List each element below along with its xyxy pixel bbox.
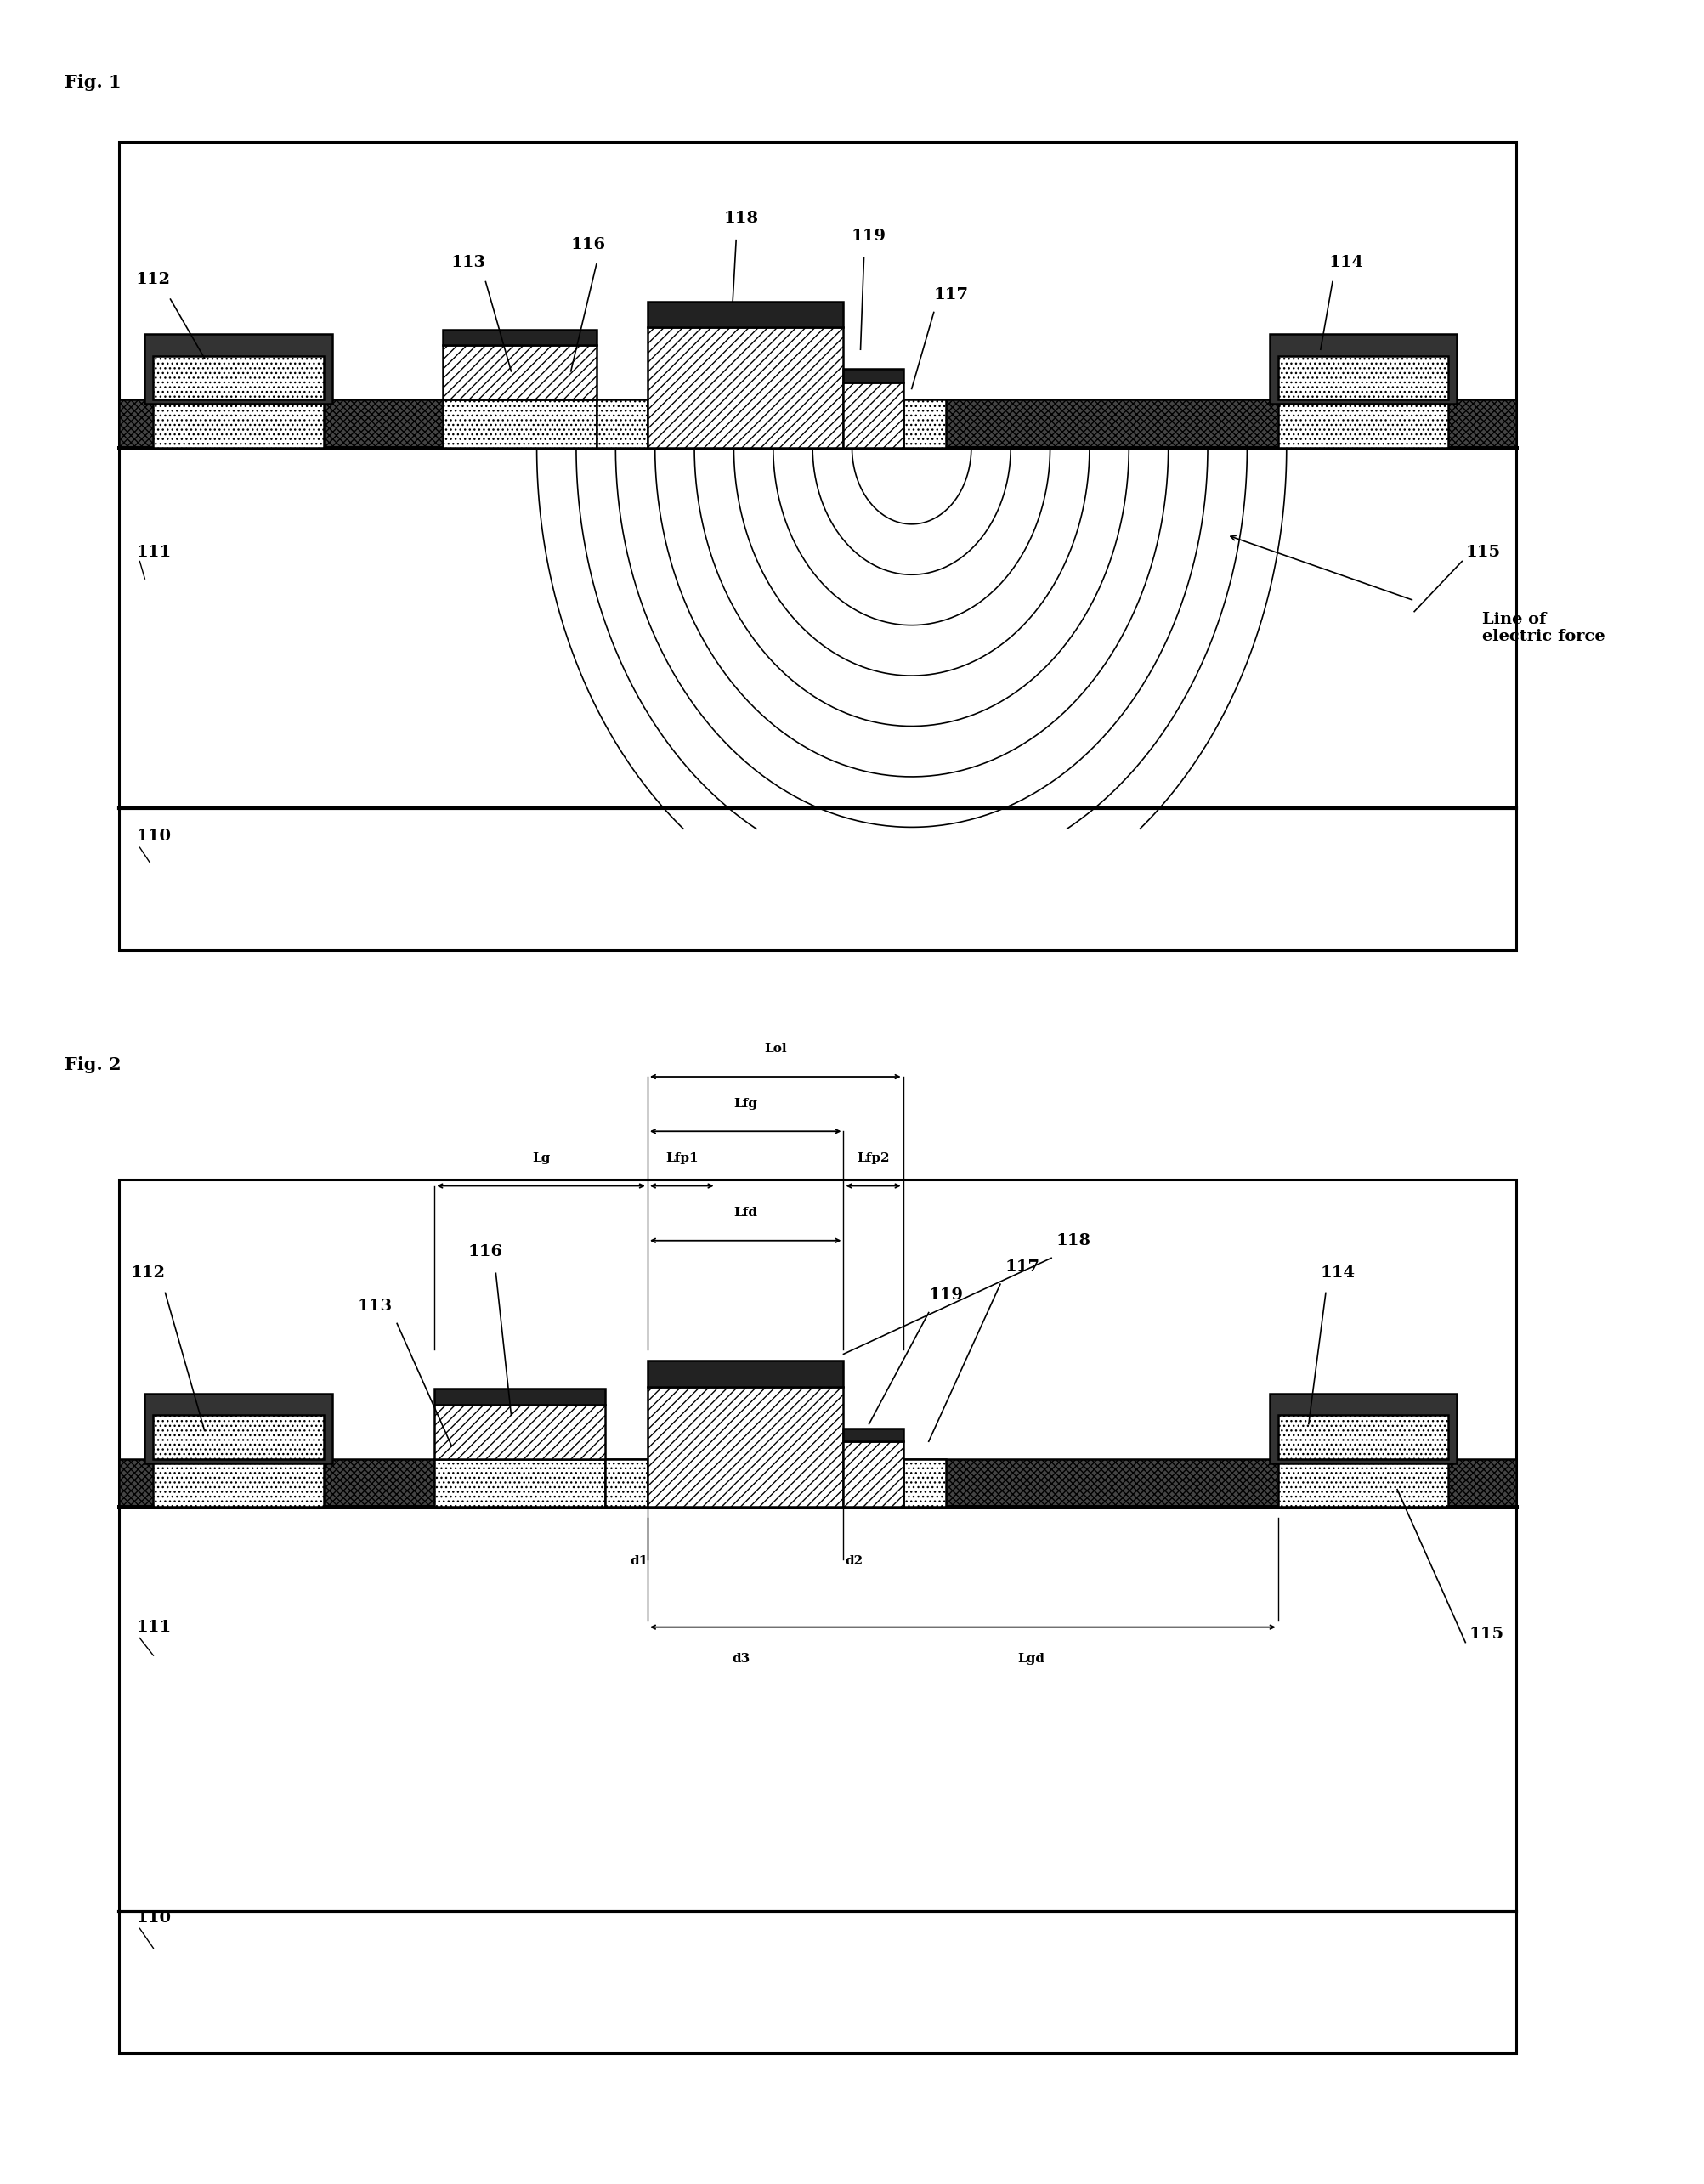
Text: Lfd: Lfd — [734, 1208, 757, 1219]
Bar — [1278, 1415, 1448, 1459]
Bar — [648, 1361, 843, 1387]
Text: 116: 116 — [571, 238, 605, 253]
Text: 111: 111 — [136, 546, 172, 561]
Bar — [153, 356, 324, 400]
Bar — [843, 1428, 903, 1441]
Bar — [648, 328, 843, 448]
Bar — [443, 345, 596, 400]
Text: d1: d1 — [630, 1555, 648, 1566]
Text: 117: 117 — [934, 288, 968, 304]
Bar — [648, 1387, 843, 1507]
Text: Fig. 1: Fig. 1 — [65, 74, 121, 92]
Text: Lgd: Lgd — [1017, 1653, 1045, 1664]
Text: Lg: Lg — [532, 1153, 550, 1164]
Text: Lfp1: Lfp1 — [665, 1153, 699, 1164]
Text: Line of
electric force: Line of electric force — [1482, 612, 1605, 644]
Bar — [605, 1459, 648, 1507]
Text: Fig. 2: Fig. 2 — [65, 1057, 121, 1075]
Text: 119: 119 — [852, 229, 886, 245]
Bar — [1278, 1459, 1448, 1507]
Bar — [435, 1404, 605, 1459]
Text: 119: 119 — [929, 1289, 963, 1304]
Bar — [443, 330, 596, 345]
Text: Lol: Lol — [763, 1044, 787, 1055]
Text: 111: 111 — [136, 1621, 172, 1636]
Text: 115: 115 — [1469, 1627, 1505, 1642]
Bar — [903, 400, 946, 448]
Bar — [119, 1179, 1517, 2053]
Bar — [1278, 356, 1448, 400]
Bar — [119, 1459, 1517, 1507]
Bar — [443, 400, 596, 448]
Bar — [153, 378, 324, 400]
Bar — [596, 400, 648, 448]
Bar — [119, 400, 1517, 448]
Bar — [903, 1459, 946, 1507]
Bar — [145, 1393, 332, 1463]
Bar — [648, 301, 843, 328]
Bar — [843, 382, 903, 448]
Bar — [153, 1437, 324, 1459]
Text: 116: 116 — [469, 1245, 503, 1260]
Bar — [153, 1459, 324, 1507]
Bar — [145, 334, 332, 404]
Text: 113: 113 — [358, 1299, 392, 1315]
Bar — [153, 400, 324, 448]
Bar — [1278, 400, 1448, 448]
Text: 114: 114 — [1321, 1267, 1355, 1282]
Text: 114: 114 — [1329, 256, 1363, 271]
Text: 118: 118 — [724, 212, 758, 227]
Text: Lfp2: Lfp2 — [857, 1153, 889, 1164]
Text: 118: 118 — [1056, 1234, 1091, 1249]
Bar — [843, 369, 903, 382]
Text: 113: 113 — [452, 256, 486, 271]
Text: 112: 112 — [136, 273, 170, 288]
Text: 110: 110 — [136, 1911, 170, 1926]
Text: d3: d3 — [733, 1653, 750, 1664]
Text: 110: 110 — [136, 830, 170, 845]
Bar — [843, 1441, 903, 1507]
Text: Lfg: Lfg — [734, 1099, 757, 1109]
Bar — [435, 1459, 605, 1507]
Bar — [153, 1415, 324, 1459]
Text: 112: 112 — [131, 1267, 165, 1282]
Text: d2: d2 — [845, 1555, 862, 1566]
Bar — [1269, 334, 1457, 404]
Text: 115: 115 — [1465, 546, 1501, 561]
Bar — [119, 142, 1517, 950]
Bar — [435, 1389, 605, 1404]
Bar — [1269, 1393, 1457, 1463]
Text: 117: 117 — [1005, 1260, 1039, 1275]
